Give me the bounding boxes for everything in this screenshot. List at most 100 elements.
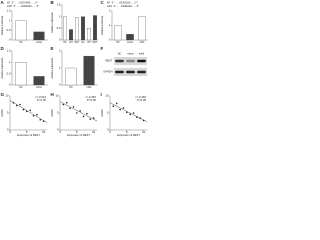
annotation: P<0.05 (37, 98, 46, 102)
y-tick-label: 0.5 (57, 26, 61, 30)
fit-line (59, 101, 98, 122)
x-tick-label: inhib (87, 87, 93, 89)
x-tick-label: 10 (42, 130, 46, 134)
y-tick-label: 10 (5, 94, 9, 98)
bar (93, 15, 97, 41)
y-axis-label: miRNA (101, 109, 104, 117)
point (32, 114, 35, 117)
alignment-line: miR 3'...ACGGUUC...5' (7, 4, 40, 8)
bar (81, 16, 85, 41)
panel-letter: F (101, 46, 104, 51)
y-tick-label: 0 (9, 83, 11, 87)
row-label: MEST (105, 59, 113, 63)
y-tick-label: 0 (7, 128, 9, 132)
x-tick-label: 5 (76, 130, 78, 134)
alignment-line: WT 5'...GCACUUU...3' (107, 1, 138, 5)
point (76, 112, 78, 114)
y-tick-label: 1 (9, 18, 11, 22)
y-tick-label: 5 (7, 111, 9, 115)
panel-letter: B (51, 0, 55, 5)
y-tick-label: 10 (55, 94, 59, 98)
y-axis-label: Relative luciferase (1, 15, 4, 35)
point (86, 112, 88, 115)
x-tick-label: NC (69, 87, 73, 89)
point (115, 102, 118, 105)
x-tick-label: 0 (109, 130, 111, 134)
y-tick-label: 0 (57, 128, 59, 132)
x-tick-label: mimic (36, 87, 43, 89)
fit-line (9, 100, 48, 123)
band (126, 70, 135, 74)
lane-label: inhib (139, 53, 145, 56)
bar (75, 17, 79, 41)
alignment-line: miR 3'...CGUGAAA...5' (107, 4, 140, 8)
y-axis-label: Relative expression (1, 57, 4, 79)
point (82, 115, 85, 118)
x-axis-label: Expression of MEST (67, 134, 90, 137)
y-tick-label: 1 (9, 60, 11, 64)
row-label: GAPDH (103, 70, 112, 74)
x-tick-label: 0 (59, 130, 61, 134)
panel-letter: A (1, 0, 5, 5)
y-tick-label: 0 (107, 128, 109, 132)
point (62, 103, 65, 106)
y-tick-label: 2 (59, 49, 61, 53)
x-tick-label: WT (87, 42, 91, 44)
x-tick-label: 5 (126, 130, 128, 134)
band (115, 59, 124, 63)
panel-letter: I (101, 92, 102, 97)
point (19, 103, 21, 106)
annotation: r=-0.466 (136, 95, 147, 99)
x-axis-label: Expression of MEST (117, 134, 140, 137)
point (129, 113, 131, 116)
annotation: r=-0.487 (86, 95, 97, 99)
y-tick-label: 5 (107, 111, 109, 115)
annotation: P<0.05 (137, 98, 146, 102)
x-tick-label: MUT (93, 42, 99, 44)
point (42, 120, 45, 122)
alignment-line: WT 5'...UGCCAAG...3' (7, 1, 38, 5)
point (15, 104, 18, 107)
point (39, 119, 42, 121)
x-tick-label: NC (19, 42, 23, 44)
panel-letter: C (101, 0, 105, 5)
y-tick-label: 1 (59, 66, 61, 70)
y-tick-label: 10 (105, 94, 109, 98)
band (137, 70, 146, 74)
y-tick-label: 0 (109, 38, 111, 42)
band (137, 59, 146, 63)
bar (138, 16, 146, 41)
y-tick-label: 2 (109, 9, 111, 13)
panel-letter: E (51, 46, 54, 51)
point (112, 105, 115, 107)
bar (69, 29, 73, 41)
point (136, 116, 138, 118)
y-tick-label: 0.5 (7, 28, 11, 32)
bar (15, 20, 27, 41)
lane-label: mimic (127, 53, 134, 56)
y-axis-label: miRNA (1, 109, 4, 117)
bar (65, 67, 77, 86)
point (36, 113, 38, 116)
y-axis-label: Relative luciferase (101, 15, 104, 35)
y-tick-label: 1.5 (7, 49, 11, 53)
band (126, 59, 135, 63)
y-axis-label: Relative expression (51, 11, 54, 33)
bar (15, 62, 27, 86)
bar (33, 76, 45, 86)
bar (83, 55, 95, 86)
point (132, 112, 135, 114)
bar (126, 34, 134, 41)
point (12, 102, 15, 104)
x-tick-label: NC (63, 42, 67, 44)
x-tick-label: MUT (75, 42, 81, 44)
point (119, 108, 121, 111)
y-tick-label: 5 (57, 111, 59, 115)
x-tick-label: 5 (26, 130, 28, 134)
point (89, 118, 92, 120)
bar (33, 31, 45, 41)
y-tick-label: 0 (59, 83, 61, 87)
panel-letter: H (51, 92, 54, 97)
panel-letter: D (1, 46, 5, 51)
annotation: P<0.05 (87, 98, 96, 102)
